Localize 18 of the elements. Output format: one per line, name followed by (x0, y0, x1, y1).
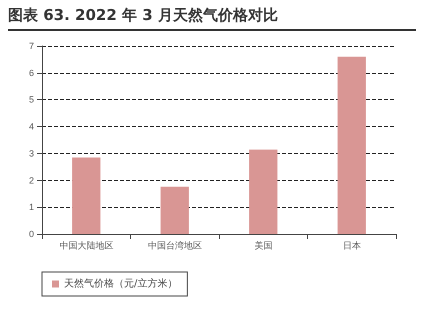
y-tick-label: 5 (28, 94, 34, 105)
y-tick-label: 7 (28, 41, 34, 51)
bar (160, 186, 189, 234)
bar (249, 150, 278, 234)
y-tick-label: 3 (28, 148, 34, 158)
y-tick-label: 4 (28, 122, 34, 132)
y-tick-label: 2 (28, 175, 34, 186)
x-tick-label: 中国台湾地区 (148, 240, 202, 252)
bar (338, 56, 366, 234)
x-tick-label: 中国大陆地区 (59, 240, 114, 252)
y-tick-label: 1 (28, 202, 34, 212)
x-tick-label: 日本 (342, 240, 361, 252)
x-tick-label: 美国 (254, 240, 272, 252)
y-tick-label: 0 (28, 229, 34, 239)
bar (72, 157, 100, 234)
chart-title: 图表 63. 2022 年 3 月天然气价格对比 (8, 6, 416, 31)
legend-label: 天然气价格（元/立方米） (64, 278, 178, 290)
y-tick-label: 6 (28, 68, 34, 78)
